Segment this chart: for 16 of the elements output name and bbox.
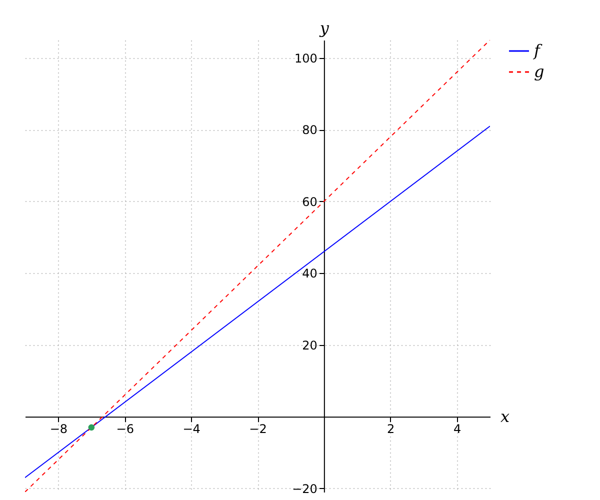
- x-axis-title: x: [500, 407, 510, 426]
- x-tick-label: −6: [116, 422, 134, 436]
- y-tick-label: 40: [302, 266, 318, 281]
- x-tick-label: −8: [50, 422, 68, 436]
- x-tick-label: 2: [387, 422, 395, 436]
- y-tick-label: 80: [302, 123, 318, 138]
- x-tick-label: −2: [249, 422, 267, 436]
- y-tick-label: −20: [292, 482, 318, 496]
- y-tick-label: 60: [302, 194, 318, 209]
- y-tick-label: 20: [302, 338, 318, 352]
- legend-label: g: [534, 62, 544, 81]
- x-tick-label: 4: [453, 422, 462, 436]
- y-tick-label: 100: [294, 51, 318, 66]
- y-axis-title: y: [318, 18, 330, 38]
- x-tick-label: −4: [182, 422, 200, 436]
- legend-label: f: [533, 41, 543, 60]
